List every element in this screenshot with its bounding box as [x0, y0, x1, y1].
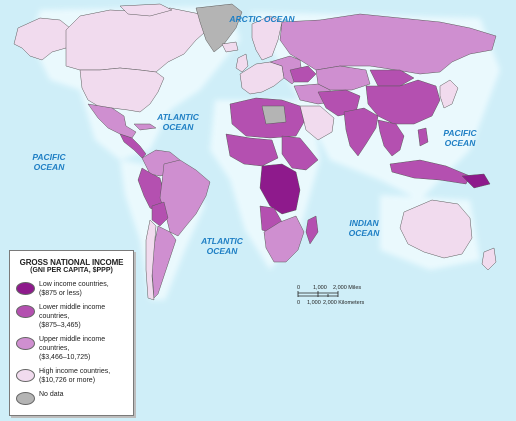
ocean-label-line: ARCTIC OCEAN — [228, 14, 295, 24]
land-madagascar — [305, 215, 319, 245]
scale-km-1000: 1,000 — [307, 300, 321, 306]
scale-miles-2000: 2,000 Miles — [333, 285, 361, 291]
land-east-africa — [281, 135, 319, 171]
legend-label: No data — [39, 391, 64, 398]
legend-item-no-data: No data — [16, 390, 127, 405]
legend-item-lower-middle: Lower middle income countries, ($875–3,46… — [16, 303, 127, 330]
land-mexico — [87, 103, 137, 139]
legend-label: Upper middle income countries, ($3,466–10… — [39, 336, 106, 361]
land-china — [365, 79, 441, 125]
land-uk — [235, 53, 249, 73]
land-western-europe — [239, 61, 285, 95]
ocean-label-line: OCEAN — [34, 162, 66, 172]
legend-item-upper-middle: Upper middle income countries, ($3,466–10… — [16, 335, 127, 362]
scale-miles-0: 0 — [297, 285, 300, 291]
land-central-africa — [259, 163, 301, 215]
land-russia — [279, 13, 497, 75]
land-arctic-islands — [119, 3, 173, 17]
land-scandinavia — [251, 15, 283, 61]
land-libya — [261, 105, 287, 125]
ocean-label-line: OCEAN — [207, 246, 239, 256]
ocean-label-line: ATLANTIC — [200, 236, 244, 246]
legend-item-low: Low income countries, ($875 or less) — [16, 280, 127, 298]
scale-bar: 0 1,000 2,000 Miles 0 1,000 2,000 Kilome… — [297, 285, 365, 306]
ocean-label-line: OCEAN — [349, 228, 381, 238]
land-mongolia — [369, 69, 415, 87]
land-west-africa — [225, 133, 279, 167]
land-southeast-asia — [377, 119, 405, 157]
legend-swatch-no-data — [16, 392, 35, 405]
land-new-guinea — [461, 173, 491, 189]
legend-swatch-upper-middle — [16, 337, 35, 350]
land-bolivia — [151, 201, 169, 227]
scale-km-2000: 2,000 Kilometers — [323, 300, 365, 306]
legend-swatch-lower-middle — [16, 305, 35, 318]
ocean-label-atlantic-north: ATLANTIC OCEAN — [156, 112, 200, 132]
land-chile — [145, 219, 157, 301]
ocean-label-arctic: ARCTIC OCEAN — [228, 14, 295, 24]
land-india — [343, 107, 379, 157]
ocean-label-line: PACIFIC — [32, 152, 66, 162]
land-arabia — [299, 105, 335, 141]
ocean-label-line: INDIAN — [349, 218, 379, 228]
legend-label: Low income countries, ($875 or less) — [39, 281, 109, 297]
ocean-label-line: OCEAN — [163, 122, 195, 132]
ocean-label-line: OCEAN — [445, 138, 477, 148]
land-central-america — [119, 133, 147, 159]
land-iceland — [221, 41, 239, 53]
legend: GROSS NATIONAL INCOME (GNI PER CAPITA, $… — [9, 250, 134, 416]
land-korea-japan — [439, 79, 459, 109]
land-ukraine — [289, 65, 317, 83]
land-kazakhstan — [315, 65, 371, 91]
land-usa — [79, 67, 165, 113]
scale-km-0: 0 — [297, 300, 300, 306]
land-philippines — [417, 127, 429, 147]
legend-swatch-low — [16, 282, 35, 295]
legend-swatch-high — [16, 369, 35, 382]
land-alaska — [13, 17, 71, 61]
ocean-label-line: PACIFIC — [443, 128, 477, 138]
legend-label: Lower middle income countries, ($875–3,46… — [39, 304, 106, 329]
legend-label: High income countries, ($10,726 or more) — [39, 368, 111, 384]
land-southern-africa — [263, 215, 305, 263]
land-indonesia — [389, 159, 471, 185]
ocean-label-pacific-west: PACIFIC OCEAN — [32, 152, 66, 172]
land-new-zealand — [481, 247, 497, 271]
ocean-label-line: ATLANTIC — [156, 112, 200, 122]
land-cuba — [133, 123, 157, 131]
ocean-label-pacific-east: PACIFIC OCEAN — [443, 128, 477, 148]
land-brazil — [159, 159, 211, 237]
land-australia — [399, 199, 473, 259]
legend-item-high: High income countries, ($10,726 or more) — [16, 367, 127, 385]
ocean-label-atlantic-south: ATLANTIC OCEAN — [200, 236, 244, 256]
legend-title: GROSS NATIONAL INCOME — [19, 258, 124, 267]
scale-miles-1000: 1,000 — [313, 285, 327, 291]
legend-subtitle: (GNI PER CAPITA, $PPP) — [30, 267, 113, 274]
ocean-label-indian: INDIAN OCEAN — [349, 218, 381, 238]
